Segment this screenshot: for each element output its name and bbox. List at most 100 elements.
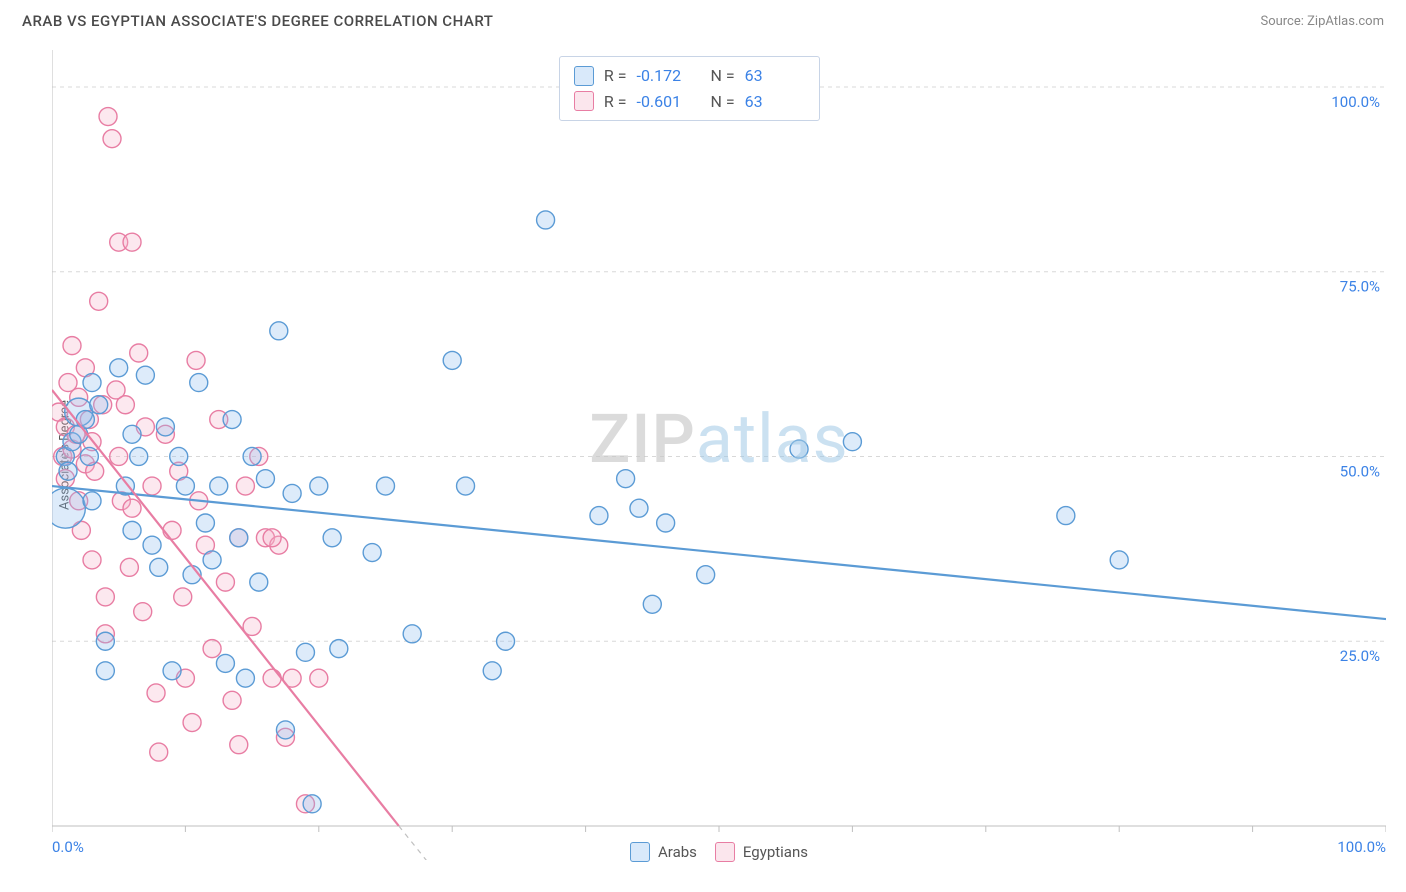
- data-point: [250, 573, 268, 591]
- series-swatch: [630, 842, 650, 862]
- data-point: [203, 640, 221, 658]
- r-label: R =: [604, 63, 627, 89]
- data-point: [697, 566, 715, 584]
- n-label: N =: [707, 63, 735, 89]
- data-point: [270, 322, 288, 340]
- data-point: [163, 662, 181, 680]
- data-point: [230, 736, 248, 754]
- data-point: [134, 603, 152, 621]
- data-point: [150, 558, 168, 576]
- data-point: [103, 130, 121, 148]
- correlation-box: R =-0.172 N =63R =-0.601 N =63: [559, 56, 820, 121]
- x-axis-min-label: 0.0%: [52, 838, 84, 856]
- n-label: N =: [707, 89, 735, 115]
- svg-text:75.0%: 75.0%: [1340, 278, 1380, 296]
- data-point: [537, 211, 555, 229]
- svg-text:100.0%: 100.0%: [1331, 93, 1380, 111]
- data-point: [80, 447, 98, 465]
- data-point: [123, 233, 141, 251]
- chart-header: ARAB VS EGYPTIAN ASSOCIATE'S DEGREE CORR…: [0, 0, 1406, 38]
- data-point: [216, 654, 234, 672]
- data-point: [143, 477, 161, 495]
- data-point: [123, 425, 141, 443]
- data-point: [483, 662, 501, 680]
- data-point: [657, 514, 675, 532]
- data-point: [83, 374, 101, 392]
- data-point: [203, 551, 221, 569]
- data-point: [630, 499, 648, 517]
- data-point: [1110, 551, 1128, 569]
- data-point: [303, 795, 321, 813]
- legend-label: Egyptians: [743, 843, 808, 861]
- data-point: [263, 669, 281, 687]
- data-point: [330, 640, 348, 658]
- data-point: [136, 366, 154, 384]
- data-point: [83, 551, 101, 569]
- scatter-plot: 25.0% 50.0% 75.0% 100.0%: [52, 50, 1386, 860]
- data-point: [120, 558, 138, 576]
- data-point: [216, 573, 234, 591]
- data-point: [130, 447, 148, 465]
- data-point: [283, 484, 301, 502]
- data-point: [236, 669, 254, 687]
- series-swatch: [574, 91, 594, 111]
- data-point: [196, 514, 214, 532]
- data-point: [256, 470, 274, 488]
- data-point: [187, 351, 205, 369]
- data-point: [363, 544, 381, 562]
- svg-text:25.0%: 25.0%: [1340, 647, 1380, 665]
- data-point: [110, 359, 128, 377]
- chart-container: Associate's Degree 25.0%50.0%75.0%100.0%…: [52, 50, 1386, 860]
- regression-line: [52, 486, 1386, 619]
- data-point: [276, 721, 294, 739]
- series-swatch: [715, 842, 735, 862]
- data-point: [377, 477, 395, 495]
- data-point: [123, 521, 141, 539]
- data-point: [116, 396, 134, 414]
- data-point: [52, 488, 85, 528]
- source-prefix: Source:: [1260, 14, 1307, 29]
- data-point: [59, 462, 77, 480]
- r-value: -0.601: [637, 89, 697, 115]
- legend-item[interactable]: Arabs: [630, 842, 697, 862]
- data-point: [150, 743, 168, 761]
- data-point: [590, 507, 608, 525]
- data-point: [790, 440, 808, 458]
- data-point: [99, 108, 117, 126]
- data-point: [190, 374, 208, 392]
- data-point: [96, 662, 114, 680]
- data-point: [223, 691, 241, 709]
- data-point: [170, 447, 188, 465]
- data-point: [243, 447, 261, 465]
- n-value: 63: [745, 63, 805, 89]
- data-point: [163, 521, 181, 539]
- data-point: [236, 477, 254, 495]
- chart-title: ARAB VS EGYPTIAN ASSOCIATE'S DEGREE CORR…: [22, 12, 493, 30]
- data-point: [643, 595, 661, 613]
- data-point: [90, 292, 108, 310]
- data-point: [123, 499, 141, 517]
- data-point: [96, 588, 114, 606]
- data-point: [210, 477, 228, 495]
- data-point: [310, 477, 328, 495]
- x-axis-max-label: 100.0%: [1337, 838, 1386, 856]
- data-point: [230, 529, 248, 547]
- data-point: [90, 396, 108, 414]
- data-point: [263, 529, 281, 547]
- data-point: [403, 625, 421, 643]
- series-swatch: [574, 66, 594, 86]
- data-point: [843, 433, 861, 451]
- r-label: R =: [604, 89, 627, 115]
- source-link[interactable]: ZipAtlas.com: [1307, 14, 1384, 29]
- data-point: [296, 643, 314, 661]
- svg-text:50.0%: 50.0%: [1340, 462, 1380, 480]
- series-legend: Arabs Egyptians: [622, 842, 816, 862]
- data-point: [1057, 507, 1075, 525]
- data-point: [443, 351, 461, 369]
- data-point: [156, 418, 174, 436]
- n-value: 63: [745, 89, 805, 115]
- data-point: [143, 536, 161, 554]
- data-point: [76, 411, 94, 429]
- legend-item[interactable]: Egyptians: [715, 842, 808, 862]
- data-point: [130, 344, 148, 362]
